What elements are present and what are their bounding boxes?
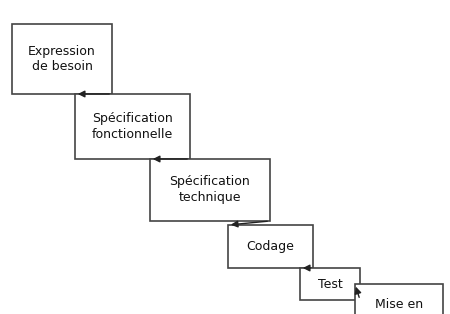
FancyBboxPatch shape: [12, 24, 112, 94]
FancyBboxPatch shape: [300, 268, 360, 300]
Text: Expression
de besoin: Expression de besoin: [28, 45, 96, 73]
FancyBboxPatch shape: [150, 159, 270, 221]
Text: Mise en
production: Mise en production: [365, 299, 432, 314]
Text: Codage: Codage: [247, 240, 294, 253]
Text: Spécification
technique: Spécification technique: [170, 176, 250, 204]
FancyBboxPatch shape: [228, 225, 313, 268]
Text: Spécification
fonctionnelle: Spécification fonctionnelle: [92, 112, 173, 141]
FancyBboxPatch shape: [75, 94, 190, 159]
Text: Test: Test: [318, 278, 342, 290]
FancyBboxPatch shape: [355, 284, 443, 314]
